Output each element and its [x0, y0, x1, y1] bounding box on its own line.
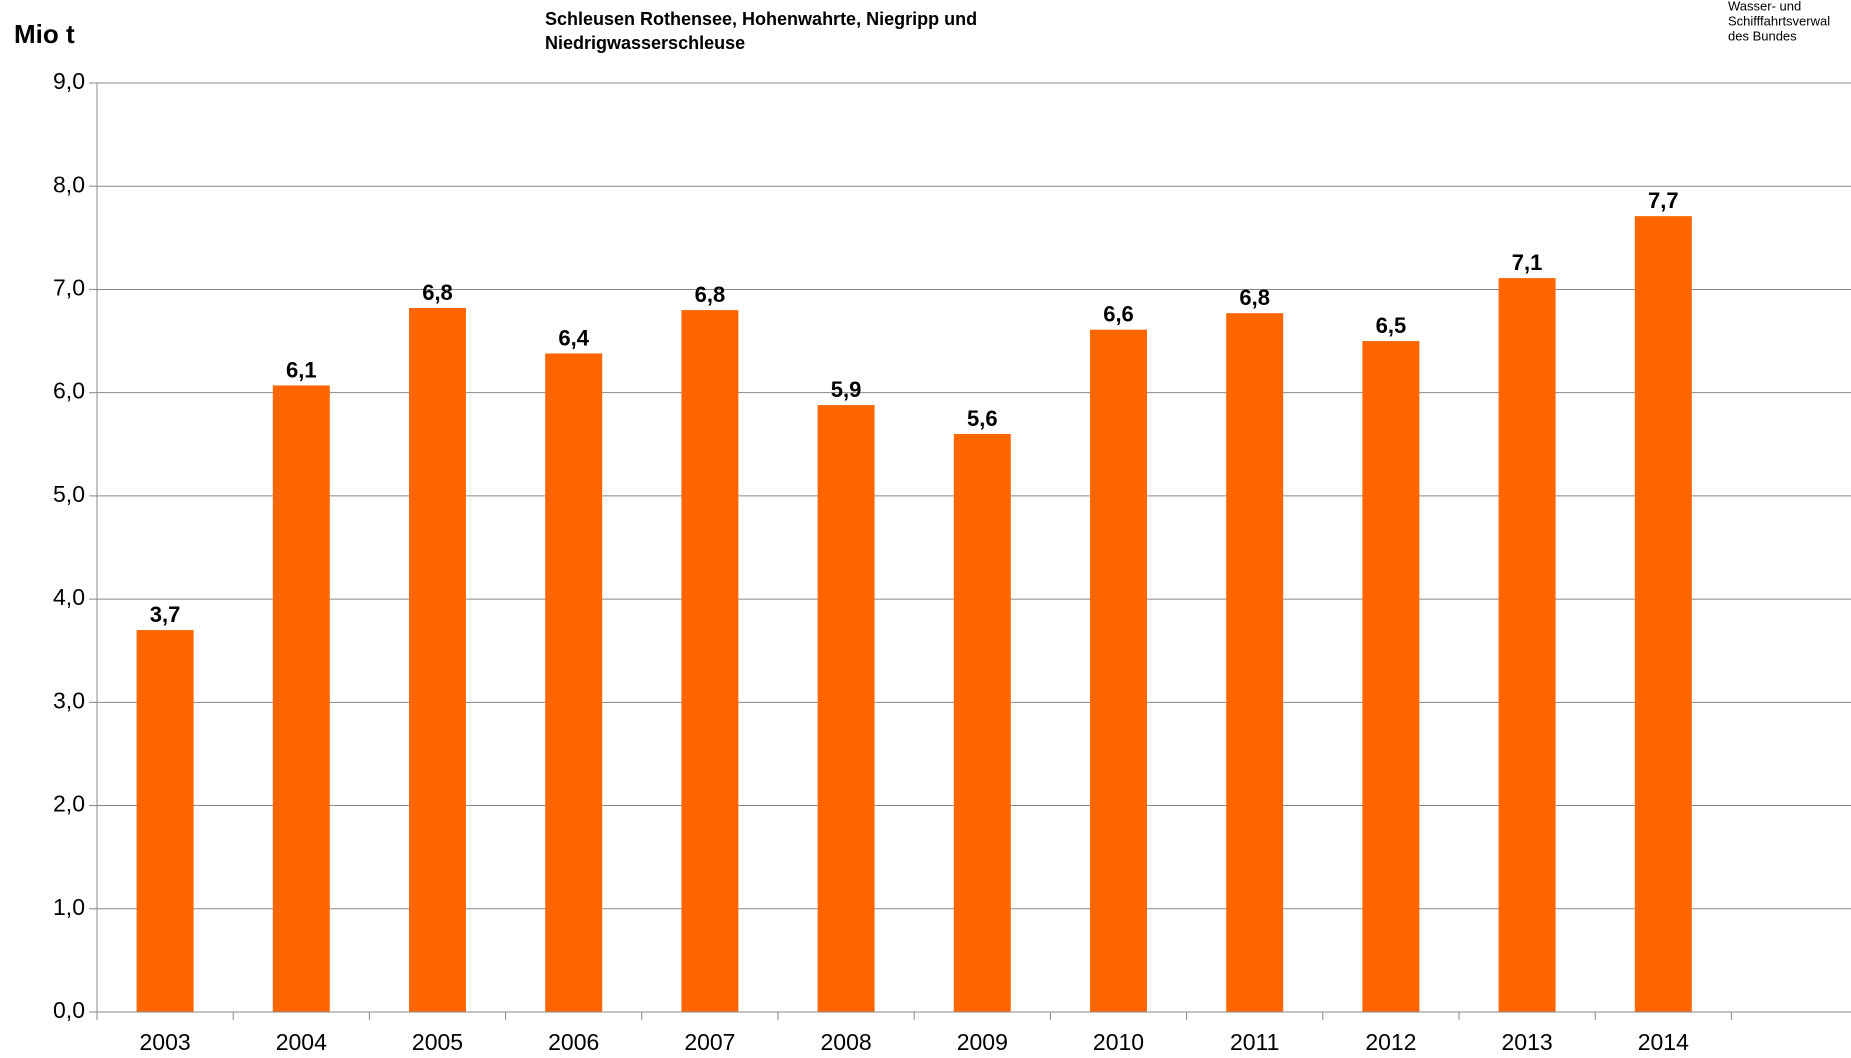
logo-text: des Bundes [1728, 28, 1797, 43]
data-label: 6,8 [695, 282, 726, 307]
bar [1498, 278, 1556, 1013]
bar [136, 630, 194, 1012]
data-label: 6,1 [286, 357, 317, 382]
y-tick-label: 4,0 [53, 584, 85, 610]
data-label: 3,7 [150, 602, 181, 627]
x-tick-label: 2010 [1093, 1029, 1144, 1055]
bar [272, 385, 330, 1012]
bar [1362, 341, 1420, 1012]
x-tick-label: 2008 [821, 1029, 872, 1055]
y-axis-label: Mio t [14, 19, 75, 49]
data-label: 7,7 [1648, 188, 1679, 213]
data-label: 7,1 [1512, 250, 1543, 275]
x-tick-label: 2009 [957, 1029, 1008, 1055]
bar [953, 433, 1011, 1012]
y-tick-label: 5,0 [53, 481, 85, 507]
data-label: 6,6 [1103, 302, 1134, 327]
y-tick-label: 8,0 [53, 171, 85, 197]
logo-text: Wasser- und [1728, 0, 1801, 13]
data-label: 6,8 [422, 280, 453, 305]
bar [545, 353, 603, 1012]
bar [1226, 313, 1284, 1012]
bar [1090, 329, 1147, 1012]
chart-title: Niedrigwasserschleuse [545, 33, 745, 53]
data-label: 5,6 [967, 406, 998, 431]
y-tick-label: 6,0 [53, 378, 85, 404]
y-tick-label: 7,0 [53, 275, 85, 301]
y-tick-label: 0,0 [53, 997, 85, 1023]
x-tick-label: 2003 [140, 1029, 191, 1055]
x-tick-label: 2006 [548, 1029, 599, 1055]
y-tick-label: 1,0 [53, 894, 85, 920]
data-label: 6,4 [558, 325, 589, 350]
data-label: 6,5 [1376, 313, 1407, 338]
x-tick-label: 2005 [412, 1029, 463, 1055]
bar [817, 405, 875, 1012]
bar [1634, 216, 1692, 1012]
chart-title: Schleusen Rothensee, Hohenwahrte, Niegri… [545, 9, 977, 29]
bar [409, 308, 466, 1013]
bar [681, 310, 739, 1013]
data-label: 5,9 [831, 377, 862, 402]
logo-text: Schifffahrtsverwal [1728, 13, 1830, 28]
y-tick-label: 2,0 [53, 791, 85, 817]
x-tick-label: 2014 [1638, 1029, 1689, 1055]
y-tick-label: 3,0 [53, 687, 85, 713]
y-tick-label: 9,0 [53, 68, 85, 94]
x-tick-label: 2012 [1365, 1029, 1416, 1055]
x-tick-label: 2004 [276, 1029, 327, 1055]
data-label: 6,8 [1239, 285, 1270, 310]
x-tick-label: 2013 [1502, 1029, 1553, 1055]
x-tick-label: 2007 [684, 1029, 735, 1055]
x-tick-label: 2011 [1230, 1029, 1279, 1055]
